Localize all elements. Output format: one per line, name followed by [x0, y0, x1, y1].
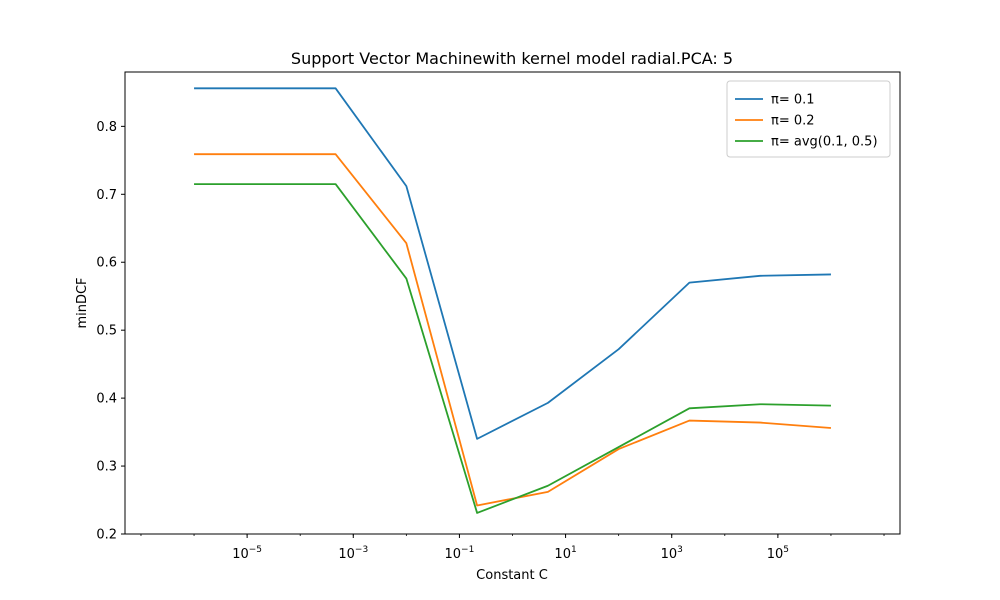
x-axis: 10−5 10−3 10−1 101 103 105: [140, 534, 885, 562]
legend-label: π= 0.1: [771, 93, 815, 108]
series-line-3: [194, 183, 831, 514]
y-axis: 0.2 0.3 0.4 0.5 0.6 0.7 0.8: [96, 120, 125, 543]
y-tick-label: 0.5: [96, 324, 117, 339]
y-tick-label: 0.3: [96, 460, 117, 475]
legend-label: π= avg(0.1, 0.5): [771, 135, 878, 150]
legend-box: [726, 80, 891, 158]
x-tick-label: 101: [554, 545, 576, 562]
x-tick-label: 103: [661, 545, 683, 562]
y-tick-label: 0.7: [96, 188, 117, 203]
chart-title: Support Vector Machinewith kernel model …: [291, 49, 733, 68]
y-tick-label: 0.6: [96, 256, 117, 271]
x-axis-label: Constant C: [476, 568, 548, 583]
y-tick-label: 0.2: [96, 528, 117, 543]
legend: π= 0.1 π= 0.2 π= avg(0.1, 0.5): [726, 80, 891, 158]
y-tick-label: 0.4: [96, 392, 117, 407]
x-tick-label: 10−1: [445, 545, 475, 562]
y-tick-label: 0.8: [96, 120, 117, 135]
series-line-1: [194, 87, 831, 440]
y-axis-label: minDCF: [75, 277, 90, 328]
x-tick-label: 10−5: [232, 545, 262, 562]
plot-area: [194, 87, 832, 514]
x-tick-label: 10−3: [338, 545, 368, 562]
x-tick-label: 105: [767, 545, 789, 562]
legend-label: π= 0.2: [771, 114, 815, 129]
series-line-2: [194, 153, 832, 507]
